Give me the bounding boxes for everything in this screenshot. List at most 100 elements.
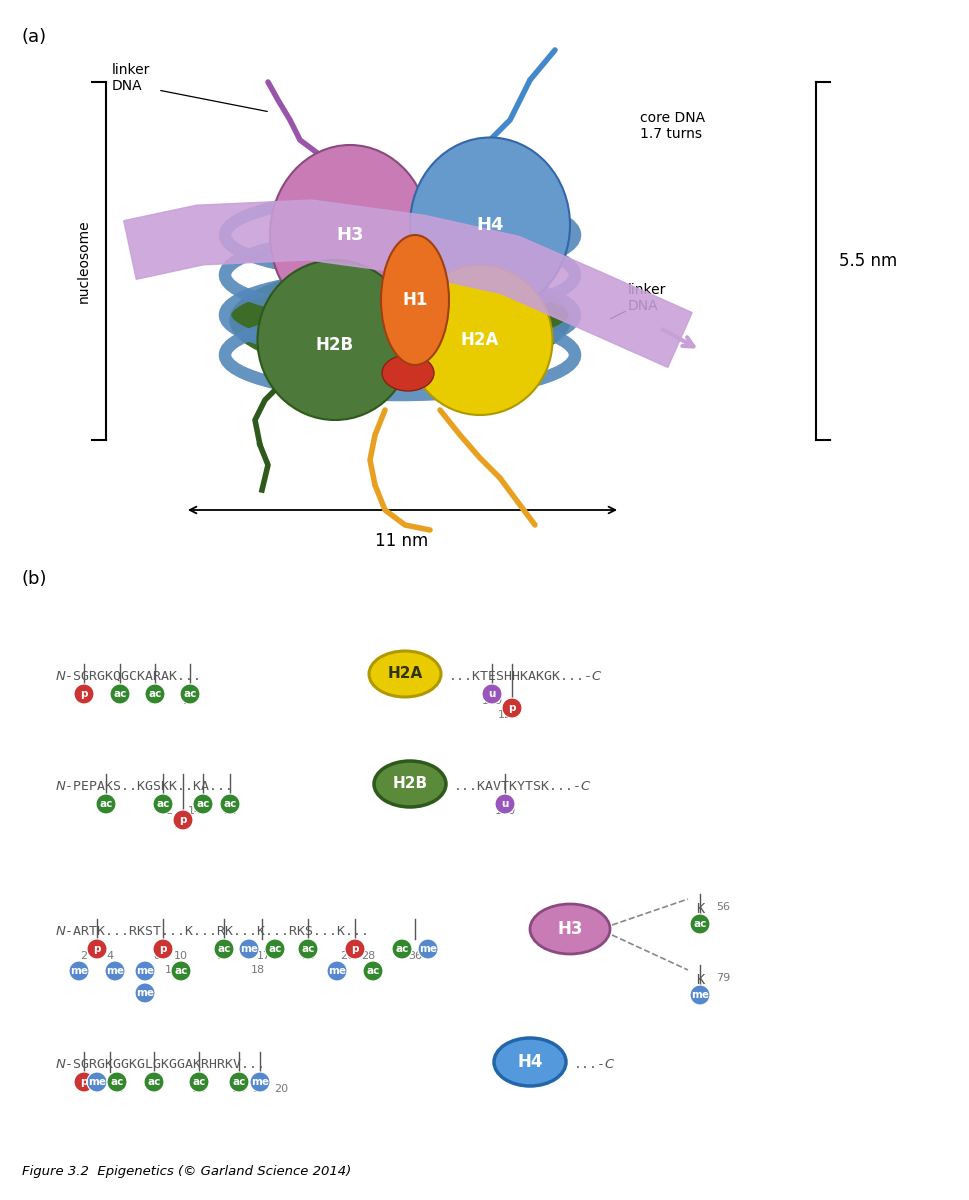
Text: me: me: [328, 966, 346, 976]
Circle shape: [392, 938, 412, 959]
Circle shape: [144, 1072, 164, 1092]
Text: (a): (a): [22, 28, 47, 46]
Text: 8: 8: [153, 950, 161, 961]
Text: p: p: [93, 944, 101, 954]
Text: H2B: H2B: [392, 776, 427, 792]
Text: ac: ac: [113, 689, 127, 698]
Ellipse shape: [494, 1038, 566, 1086]
Text: 5.5 nm: 5.5 nm: [839, 252, 897, 270]
Text: me: me: [691, 990, 709, 1000]
Text: me: me: [106, 966, 124, 976]
Text: 11 nm: 11 nm: [375, 532, 428, 550]
Text: u: u: [501, 799, 509, 809]
Text: 20: 20: [274, 1084, 288, 1094]
Text: ac: ac: [148, 689, 162, 698]
Text: ac: ac: [217, 944, 231, 954]
Text: 56: 56: [716, 902, 730, 912]
Circle shape: [153, 794, 173, 814]
Ellipse shape: [369, 650, 441, 697]
Text: ...KTESHHKAKGK...-$C$: ...KTESHHKAKGK...-$C$: [448, 670, 603, 683]
Text: linker: linker: [628, 283, 667, 296]
Text: 28: 28: [360, 950, 375, 961]
Circle shape: [135, 961, 155, 982]
Circle shape: [87, 1072, 107, 1092]
Text: Figure 3.2  Epigenetics (© Garland Science 2014): Figure 3.2 Epigenetics (© Garland Scienc…: [22, 1165, 351, 1178]
Text: p: p: [159, 944, 167, 954]
Circle shape: [180, 684, 200, 704]
Circle shape: [690, 914, 710, 934]
Circle shape: [327, 961, 347, 982]
Text: $N$-SGRGKGGKGLGKGGAKRHRKV...: $N$-SGRGKGGKGLGKGGAKRHRKV...: [55, 1058, 264, 1070]
Text: me: me: [240, 944, 258, 954]
Text: 79: 79: [716, 973, 731, 983]
Text: 26: 26: [340, 950, 354, 961]
Text: H4: H4: [476, 216, 504, 234]
Text: (b): (b): [22, 570, 47, 588]
Text: 15: 15: [174, 820, 188, 830]
Text: linker: linker: [112, 62, 150, 77]
Text: me: me: [136, 966, 154, 976]
Circle shape: [87, 938, 107, 959]
Text: ac: ac: [156, 799, 170, 809]
Circle shape: [363, 961, 383, 982]
Text: H2B: H2B: [316, 336, 354, 354]
Text: me: me: [419, 944, 437, 954]
Ellipse shape: [270, 145, 430, 325]
Circle shape: [345, 938, 365, 959]
Ellipse shape: [408, 265, 552, 415]
Text: 5: 5: [116, 1084, 123, 1094]
Text: 12: 12: [160, 806, 174, 816]
Ellipse shape: [280, 268, 540, 323]
Text: DNA: DNA: [112, 79, 142, 92]
Circle shape: [74, 1072, 94, 1092]
Text: 23: 23: [301, 950, 315, 961]
Circle shape: [153, 938, 173, 959]
Circle shape: [220, 794, 240, 814]
Text: 2: 2: [80, 950, 87, 961]
Text: u: u: [488, 689, 496, 698]
Circle shape: [135, 983, 155, 1003]
Text: 9: 9: [146, 965, 153, 974]
Text: 12: 12: [192, 1084, 206, 1094]
Text: 18: 18: [251, 965, 266, 974]
Text: 36: 36: [408, 950, 422, 961]
Text: 11: 11: [165, 965, 179, 974]
Text: ac: ac: [147, 1078, 161, 1087]
Text: H2A: H2A: [388, 666, 422, 682]
Text: H3: H3: [557, 920, 582, 938]
Text: p: p: [509, 703, 516, 713]
Text: K: K: [696, 902, 704, 916]
Text: 14: 14: [217, 950, 231, 961]
Text: ac: ac: [183, 689, 197, 698]
Text: me: me: [70, 966, 88, 976]
Text: ...KAVTKYTSK...-$C$: ...KAVTKYTSK...-$C$: [453, 780, 592, 793]
Text: DNA: DNA: [628, 299, 659, 313]
Text: 16: 16: [232, 1084, 246, 1094]
Ellipse shape: [280, 307, 540, 362]
Text: $N$-ARTK...RKST...K...RK...K...RKS...K...: $N$-ARTK...RKST...K...RK...K...RKS...K..…: [55, 925, 367, 938]
Text: $N$-PEPAKS..KGSKK..KA...: $N$-PEPAKS..KGSKK..KA...: [55, 780, 232, 793]
Text: H2A: H2A: [461, 331, 499, 349]
Circle shape: [110, 684, 130, 704]
Ellipse shape: [258, 260, 413, 420]
Text: 13: 13: [183, 696, 197, 706]
Text: ac: ac: [192, 1078, 205, 1087]
Text: 3: 3: [93, 950, 101, 961]
Text: core DNA: core DNA: [640, 110, 705, 125]
Text: H3: H3: [336, 226, 363, 244]
Text: 14: 14: [188, 806, 203, 816]
Text: 9: 9: [151, 696, 159, 706]
Circle shape: [250, 1072, 270, 1092]
Ellipse shape: [530, 904, 610, 954]
Text: nucleosome: nucleosome: [77, 220, 91, 302]
Text: me: me: [251, 1078, 269, 1087]
Circle shape: [495, 794, 515, 814]
Text: p: p: [80, 689, 88, 698]
Text: me: me: [136, 988, 154, 998]
Circle shape: [229, 1072, 249, 1092]
Text: 5: 5: [103, 806, 109, 816]
Circle shape: [69, 961, 89, 982]
Circle shape: [171, 961, 191, 982]
Text: ac: ac: [233, 1078, 246, 1087]
Text: ac: ac: [197, 799, 209, 809]
